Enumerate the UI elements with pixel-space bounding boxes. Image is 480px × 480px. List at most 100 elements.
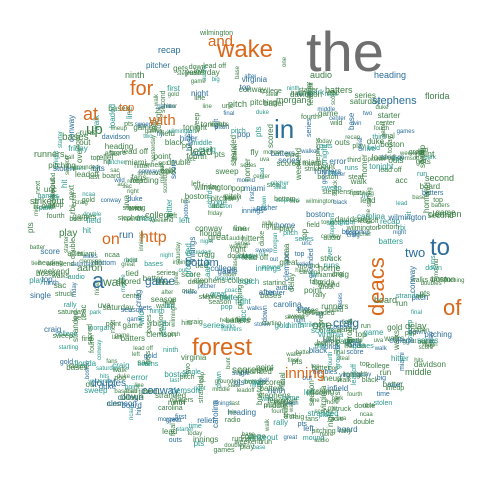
word-boston: boston [184, 192, 209, 202]
word-right: right [235, 296, 251, 306]
word-doubles: doubles [227, 253, 252, 261]
word-runners: runners [232, 436, 256, 444]
word-pitching: pitching [250, 98, 278, 107]
word-single: single [231, 369, 251, 377]
word-morgan: morgan [158, 417, 179, 424]
word-gold: gold [81, 197, 95, 204]
word-tied: tied [137, 361, 149, 369]
word-series: series [203, 321, 225, 330]
word-friday: friday [68, 143, 88, 153]
word-team: team [267, 396, 285, 406]
word-left: left [191, 181, 201, 189]
word-runners: runners [169, 396, 194, 404]
word-http: http [140, 229, 167, 246]
word-struck: struck [242, 254, 259, 261]
word-runners: runners [321, 301, 349, 311]
word-after: after [161, 289, 174, 296]
word-line: line [202, 103, 212, 110]
word-hit: hit [103, 159, 111, 167]
word-next: next [66, 185, 76, 201]
word-out: out [156, 278, 166, 286]
word-time: time [236, 315, 252, 325]
word-night: night [393, 230, 407, 237]
word-tied: tied [125, 269, 139, 279]
word-today: today [187, 430, 203, 437]
word-top: top [53, 201, 64, 209]
word-second: second [427, 211, 454, 221]
word-acc: acc [186, 156, 196, 163]
word-rbi: rbi [162, 321, 171, 329]
word-davidson: davidson [101, 134, 130, 142]
word-starter: starter [377, 111, 401, 121]
word-game: game [190, 79, 206, 86]
word-up: up [86, 121, 103, 138]
word-second: second [284, 315, 305, 322]
word-pitch: pitch [228, 99, 248, 109]
word-center: center [122, 292, 142, 300]
word-walk: walk [374, 346, 387, 353]
word-walkoff: walkoff [301, 149, 320, 155]
word-grounded: grounded [185, 249, 211, 256]
word-bottom: bottom [183, 199, 190, 218]
word-sweep: sweep [287, 314, 305, 321]
word-pitch: pitch [283, 230, 298, 238]
word-walks: walks [384, 333, 405, 343]
word-fans: fans [106, 358, 118, 365]
word-stephens: stephens [372, 95, 417, 107]
word-after: after [104, 149, 121, 158]
word-outs: outs [41, 202, 55, 210]
word-batters: batters [120, 333, 146, 343]
word-florida: florida [425, 91, 450, 101]
word-runs: runs [323, 261, 340, 270]
word-mound: mound [121, 216, 141, 223]
word-wilmington: wilmington [167, 128, 196, 135]
word-stolen: stolen [68, 362, 88, 370]
word-boston: boston [164, 369, 189, 379]
word-base: base [241, 431, 255, 438]
word-games: games [352, 342, 374, 350]
word-pitching: pitching [263, 402, 285, 409]
word-relief: relief [219, 295, 233, 302]
word-hits: hits [180, 198, 191, 205]
word-walks: walks [82, 254, 98, 261]
word-leadoff: leadoff [273, 397, 298, 407]
word-one: one [281, 56, 288, 67]
word-doubles: doubles [312, 369, 338, 376]
word-struck: struck [320, 253, 342, 263]
word-first: first [175, 414, 187, 422]
word-game: game [365, 208, 372, 224]
word-win: win [352, 120, 362, 127]
word-lead: lead [360, 195, 376, 205]
word-walks: walks [286, 351, 302, 358]
word-hitter: hitter [331, 171, 346, 178]
word-season: season [208, 299, 232, 306]
word-stranded: stranded [155, 391, 187, 400]
word-series: series [240, 163, 257, 170]
word-fourth: fourth [373, 126, 390, 133]
word-fourth: fourth [347, 392, 363, 399]
word-runs: runs [343, 335, 360, 345]
word-strikeout: strikeout [300, 322, 328, 330]
word-games: games [37, 192, 59, 200]
word-pitching: pitching [424, 329, 452, 339]
word-yesterday: yesterday [88, 379, 115, 386]
word-miami: miami [315, 272, 334, 280]
word-leadoff: leadoff [75, 169, 99, 179]
word-mound: mound [261, 265, 280, 272]
word-clemson: clemson [107, 398, 137, 408]
word-season: season [150, 295, 177, 304]
word-score: score [181, 270, 201, 280]
word-conway: conway [195, 223, 223, 233]
word-grounded: grounded [305, 309, 335, 317]
word-runs: runs [79, 128, 96, 138]
word-fly: fly [250, 148, 259, 158]
word-batters: batters [219, 293, 244, 303]
word-steal: steal [265, 91, 279, 98]
word-innings: innings [172, 259, 192, 266]
word-hit: hit [136, 407, 144, 415]
word-play: play [429, 332, 436, 344]
word-ninth: ninth [286, 320, 305, 330]
word-florida: florida [74, 359, 97, 369]
word-radio: radio [123, 257, 138, 264]
word-fourth: fourth [303, 162, 319, 169]
